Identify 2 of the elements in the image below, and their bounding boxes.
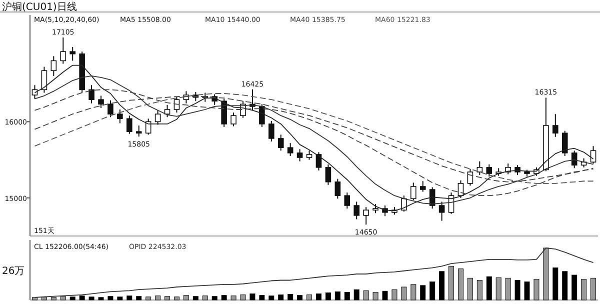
y-axis-title: 26万 — [2, 266, 25, 277]
chart-title: 沪铜(CU01)日线 — [2, 1, 77, 13]
